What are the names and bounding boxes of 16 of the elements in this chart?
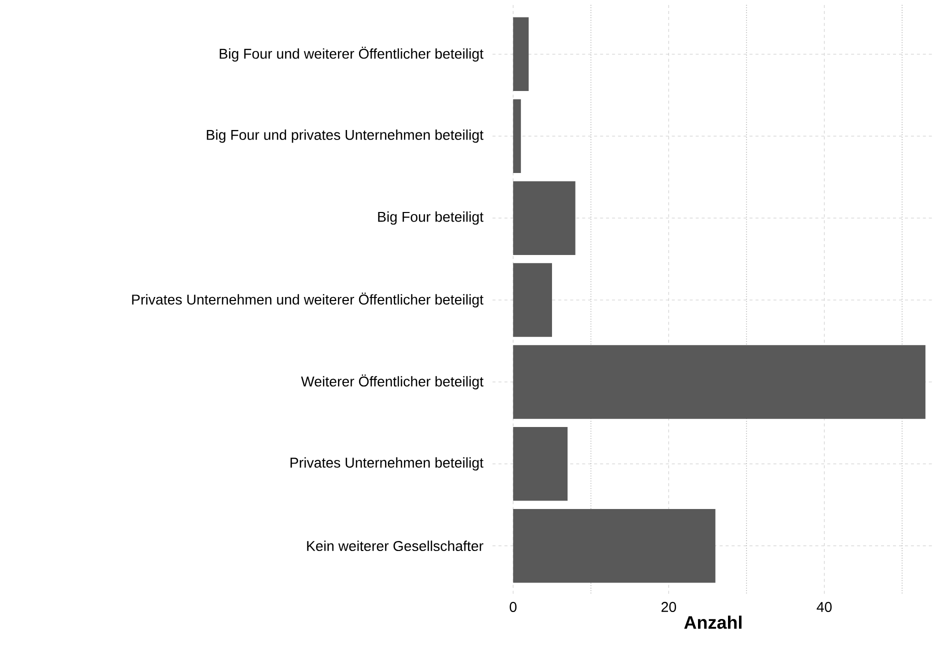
y-tick-label: Privates Unternehmen beteiligt [290, 457, 484, 471]
y-tick-label: Privates Unternehmen und weiterer Öffentlicher beteiligt [132, 292, 484, 308]
bar [513, 427, 568, 501]
x-tick-label: 40 [816, 602, 832, 612]
y-tick-label: Kein weiterer Gesellschafter [307, 540, 484, 552]
y-tick-label: Weiterer Öffentlicher beteiligt [301, 374, 484, 390]
x-tick-label: 20 [662, 602, 676, 612]
bar [513, 181, 576, 255]
y-tick-label: Big Four beteiligt [378, 211, 484, 225]
x-axis-title: Anzahl [684, 616, 742, 629]
bar [513, 17, 529, 92]
x-tick-label: 0 [510, 602, 517, 612]
y-tick-label: Big Four und weiterer Öffentlicher beteiligt [220, 46, 484, 62]
y-tick-label: Big Four und privates Unternehmen beteiligt [206, 129, 484, 143]
bar [513, 263, 552, 337]
bar [513, 99, 521, 173]
